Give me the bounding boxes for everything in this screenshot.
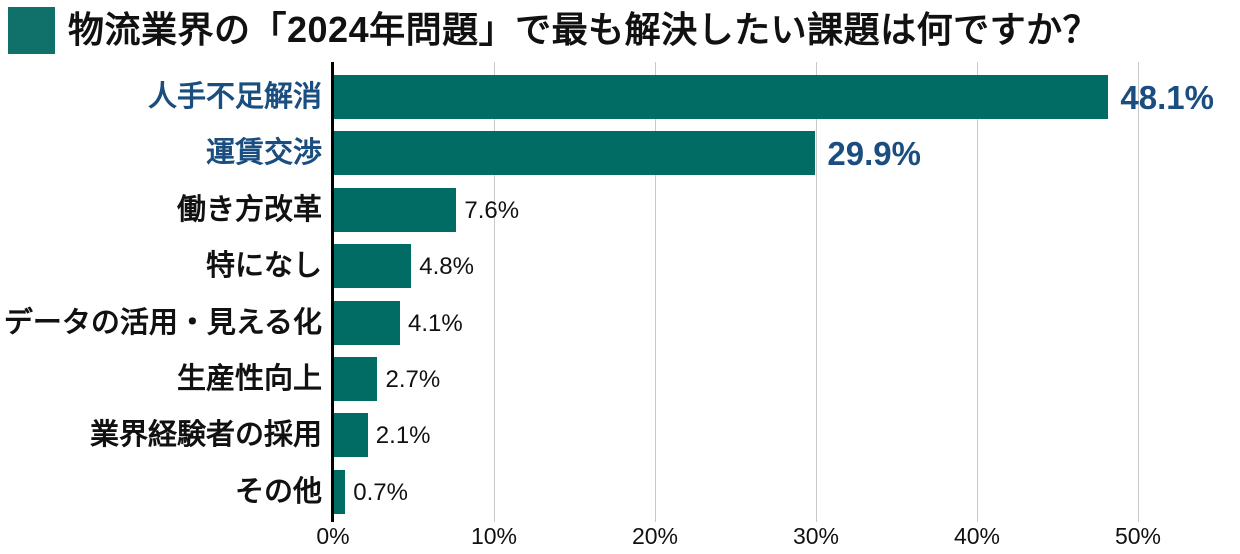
y-axis-line (331, 62, 334, 522)
value-label: 48.1% (1120, 79, 1214, 116)
category-label: その他 (234, 475, 322, 508)
value-label: 29.9% (827, 135, 921, 173)
category-label: データの活用・見える化 (3, 306, 322, 339)
bar-3 (334, 187, 457, 232)
value-label: 7.6% (464, 196, 520, 224)
category-label: 生産性向上 (176, 363, 322, 395)
category-label: 特になし (205, 250, 322, 283)
value-label: 2.7% (385, 366, 441, 393)
category-label: 業界経験者の採用 (89, 419, 322, 452)
x-axis-tick-label: 40% (953, 523, 1001, 549)
chart-title: 物流業界の「2024年問題」で最も解決したい課題は何ですか？ (68, 9, 1100, 50)
bar-6 (334, 357, 378, 401)
x-axis-tick-label: 0% (316, 523, 350, 549)
x-axis-tick-label: 10% (470, 523, 518, 549)
teal-square-icon (8, 6, 55, 54)
bar-8 (334, 469, 346, 514)
category-label: 人手不足解消 (147, 81, 322, 113)
value-label: 0.7% (353, 478, 408, 506)
bar-1 (334, 75, 1109, 119)
gridline-30% (816, 62, 817, 522)
gridline-10% (494, 62, 495, 522)
value-label: 4.1% (408, 309, 463, 337)
value-label: 2.1% (375, 422, 431, 450)
x-axis-tick-label: 50% (1114, 523, 1162, 549)
x-axis-tick-label: 30% (792, 523, 840, 549)
bar-4 (334, 244, 412, 289)
bar-2 (334, 131, 816, 176)
gridline-50% (1138, 62, 1139, 522)
gridline-40% (977, 62, 978, 522)
category-label: 運賃交渉 (205, 137, 322, 170)
category-label: 働き方改革 (176, 193, 322, 226)
title-row: 物流業界の「2024年問題」で最も解決したい課題は何ですか？ (8, 4, 1099, 56)
value-label: 4.8% (419, 253, 474, 281)
bar-5 (334, 300, 400, 345)
x-axis-tick-label: 20% (631, 523, 679, 549)
gridline-20% (655, 62, 656, 522)
bar-7 (334, 413, 368, 458)
